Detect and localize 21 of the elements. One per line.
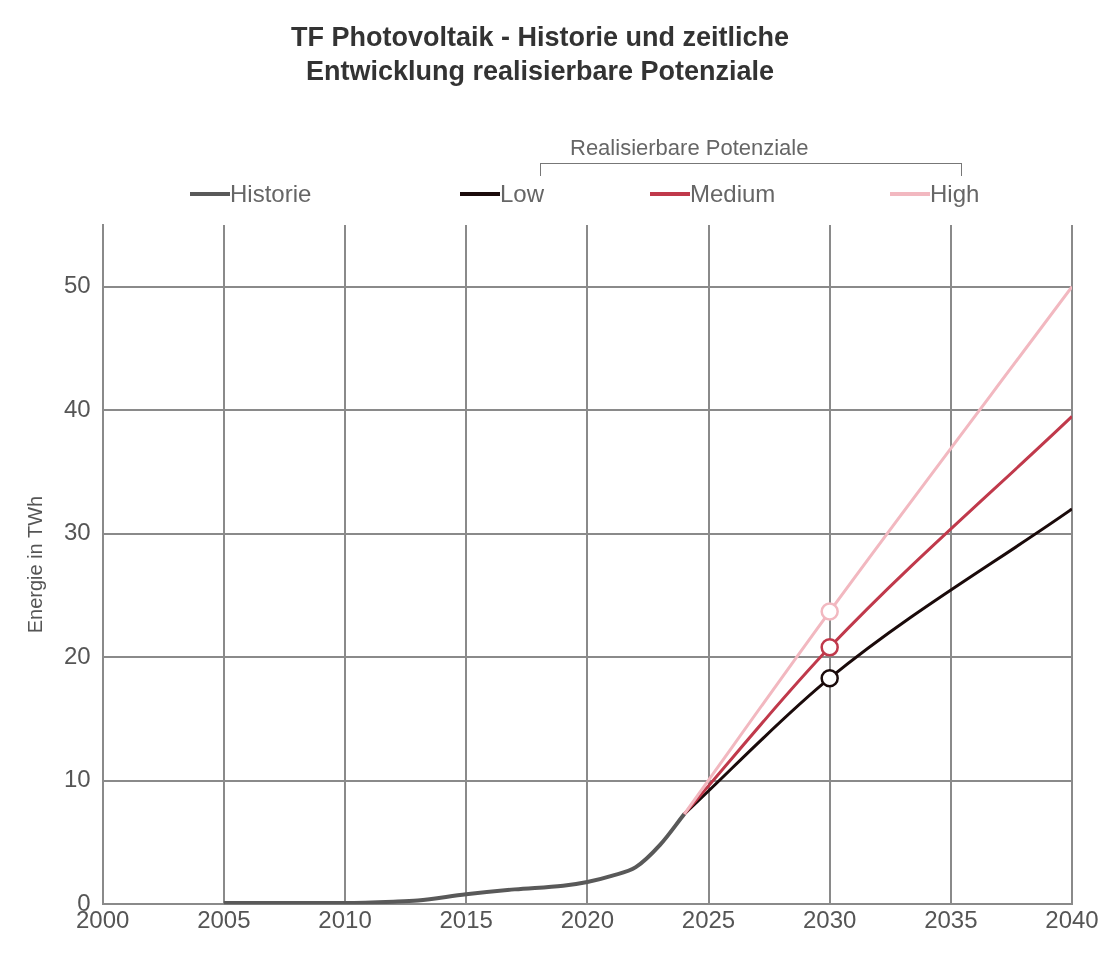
legend-label: High [930,180,980,208]
legend-label: Medium [690,180,776,208]
x-tick-label: 2005 [197,906,251,934]
x-tick-label: 2025 [681,906,736,934]
y-tick-label: 10 [63,765,91,793]
chart-title: TF Photovoltaik - Historie und zeitliche Entwicklung realisierbare Potenziale [289,21,790,88]
legend-label: Low [500,180,545,208]
y-axis-title: Energie in TWh [23,495,46,634]
line-series [221,812,687,905]
x-tick-label: 2030 [802,906,857,934]
legend-label: Historie [230,180,312,208]
y-tick-label: 20 [63,641,91,669]
x-tick-label: 2010 [318,906,372,934]
x-tick-label: 2040 [1045,906,1099,934]
x-tick-label: 2035 [924,906,978,934]
y-tick-label: 30 [63,518,91,546]
y-tick-label: 50 [63,271,91,299]
legend-title: Realisierbare Potenziale [570,135,809,161]
x-tick-label: 2020 [560,906,615,934]
x-tick-label: 2015 [439,906,493,934]
y-tick-label: 40 [63,394,91,422]
